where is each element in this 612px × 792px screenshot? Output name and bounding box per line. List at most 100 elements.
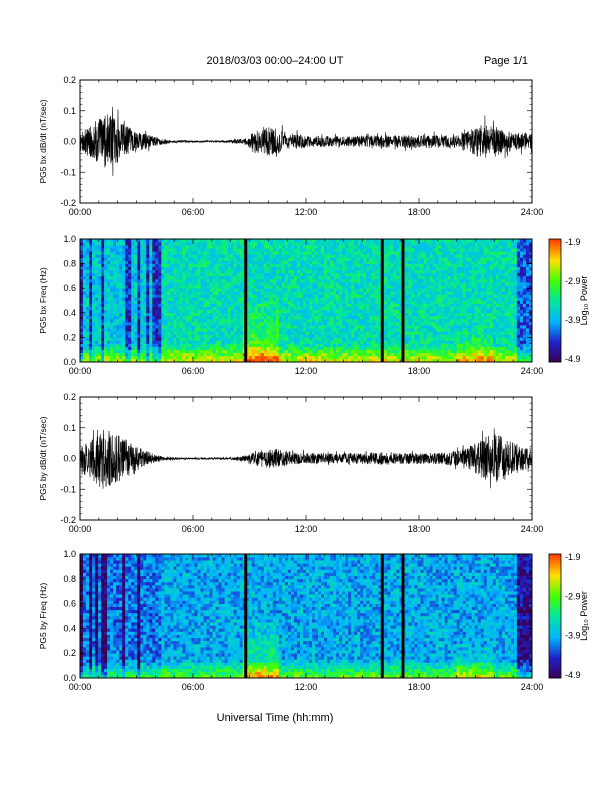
spectrogram-cell	[225, 288, 228, 291]
spectrogram-cell	[198, 340, 201, 343]
spectrogram-cell	[390, 291, 393, 294]
spectrogram-cell	[324, 245, 327, 248]
spectrogram-cell	[98, 282, 101, 285]
spectrogram-cell	[276, 251, 279, 254]
spectrogram-cell	[291, 242, 294, 245]
spectrogram-cell	[204, 267, 207, 270]
spectrogram-cell	[445, 273, 448, 276]
spectrogram-cell	[430, 353, 433, 356]
spectrogram-cell	[363, 307, 366, 310]
spectrogram-cell	[101, 319, 104, 322]
spectrogram-cell	[348, 353, 351, 356]
spectrogram-cell	[396, 353, 399, 356]
spectrogram-cell	[372, 267, 375, 270]
spectrogram-cell	[366, 288, 369, 291]
spectrogram-cell	[176, 328, 179, 331]
spectrogram-cell	[101, 297, 104, 300]
spectrogram-cell	[442, 347, 445, 350]
spectrogram-cell	[436, 331, 439, 334]
spectrogram-cell	[354, 251, 357, 254]
spectrogram-cell	[442, 276, 445, 279]
spectrogram-cell	[179, 322, 182, 325]
spectrogram-cell	[146, 282, 149, 285]
spectrogram-cell	[396, 242, 399, 245]
spectrogram-cell	[131, 264, 134, 267]
spectrogram-cell	[396, 350, 399, 353]
spectrogram-cell	[86, 257, 89, 260]
spectrogram-cell	[411, 267, 414, 270]
spectrogram-cell	[387, 242, 390, 245]
spectrogram-cell	[119, 313, 122, 316]
spectrogram-cell	[98, 288, 101, 291]
spectrogram-cell	[369, 334, 372, 337]
spectrogram-cell	[339, 264, 342, 267]
spectrogram-cell	[110, 261, 113, 264]
spectrogram-cell	[146, 350, 149, 353]
spectrogram-cell	[140, 297, 143, 300]
spectrogram-cell	[107, 334, 110, 337]
spectrogram-cell	[207, 273, 210, 276]
spectrogram-cell	[128, 307, 131, 310]
spectrogram-cell	[261, 282, 264, 285]
spectrogram-cell	[198, 316, 201, 319]
spectrogram-cell	[228, 257, 231, 260]
spectrogram-cell	[288, 285, 291, 288]
spectrogram-cell	[83, 304, 86, 307]
spectrogram-cell	[261, 261, 264, 264]
spectrogram-cell	[222, 264, 225, 267]
spectrogram-cell	[146, 291, 149, 294]
spectrogram-cell	[345, 279, 348, 282]
spectrogram-cell	[167, 254, 170, 257]
spectrogram-cell	[146, 356, 149, 359]
spectrogram-cell	[297, 353, 300, 356]
spectrogram-cell	[387, 301, 390, 304]
spectrogram-cell	[285, 264, 288, 267]
spectrogram-cell	[258, 353, 261, 356]
spectrogram-cell	[279, 294, 282, 297]
spectrogram-cell	[333, 325, 336, 328]
spectrogram-cell	[433, 337, 436, 340]
spectrogram-cell	[324, 337, 327, 340]
spectrogram-cell	[86, 328, 89, 331]
spectrogram-cell	[384, 297, 387, 300]
spectrogram-cell	[131, 267, 134, 270]
spectrogram-cell	[417, 301, 420, 304]
spectrogram-cell	[131, 310, 134, 313]
spectrogram-cell	[267, 267, 270, 270]
spectrogram-cell	[119, 279, 122, 282]
spectrogram-cell	[433, 319, 436, 322]
spectrogram-cell	[436, 307, 439, 310]
spectrogram-cell	[249, 344, 252, 347]
spectrogram-cell	[240, 322, 243, 325]
spectrogram-cell	[393, 319, 396, 322]
spectrogram-cell	[134, 356, 137, 359]
spectrogram-cell	[170, 307, 173, 310]
spectrogram-cell	[445, 340, 448, 343]
spectrogram-cell	[387, 285, 390, 288]
spectrogram-cell	[279, 242, 282, 245]
spectrogram-cell	[164, 282, 167, 285]
spectrogram-cell	[297, 350, 300, 353]
spectrogram-cell	[191, 248, 194, 251]
spectrogram-cell	[393, 279, 396, 282]
spectrogram-cell	[430, 273, 433, 276]
spectrogram-cell	[213, 245, 216, 248]
spectrogram-cell	[213, 276, 216, 279]
spectrogram-cell	[384, 264, 387, 267]
spectrogram-cell	[107, 291, 110, 294]
spectrogram-cell	[179, 257, 182, 260]
spectrogram-cell	[188, 316, 191, 319]
spectrogram-cell	[375, 331, 378, 334]
spectrogram-cell	[191, 282, 194, 285]
spectrogram-cell	[405, 304, 408, 307]
spectrogram-cell	[303, 325, 306, 328]
spectrogram-cell	[155, 337, 158, 340]
spectrogram-cell	[261, 356, 264, 359]
spectrogram-cell	[363, 316, 366, 319]
spectrogram-cell	[363, 356, 366, 359]
spectrogram-cell	[146, 347, 149, 350]
spectrogram-cell	[173, 273, 176, 276]
spectrogram-cell	[182, 273, 185, 276]
spectrogram-cell	[89, 325, 92, 328]
spectrogram-cell	[282, 301, 285, 304]
